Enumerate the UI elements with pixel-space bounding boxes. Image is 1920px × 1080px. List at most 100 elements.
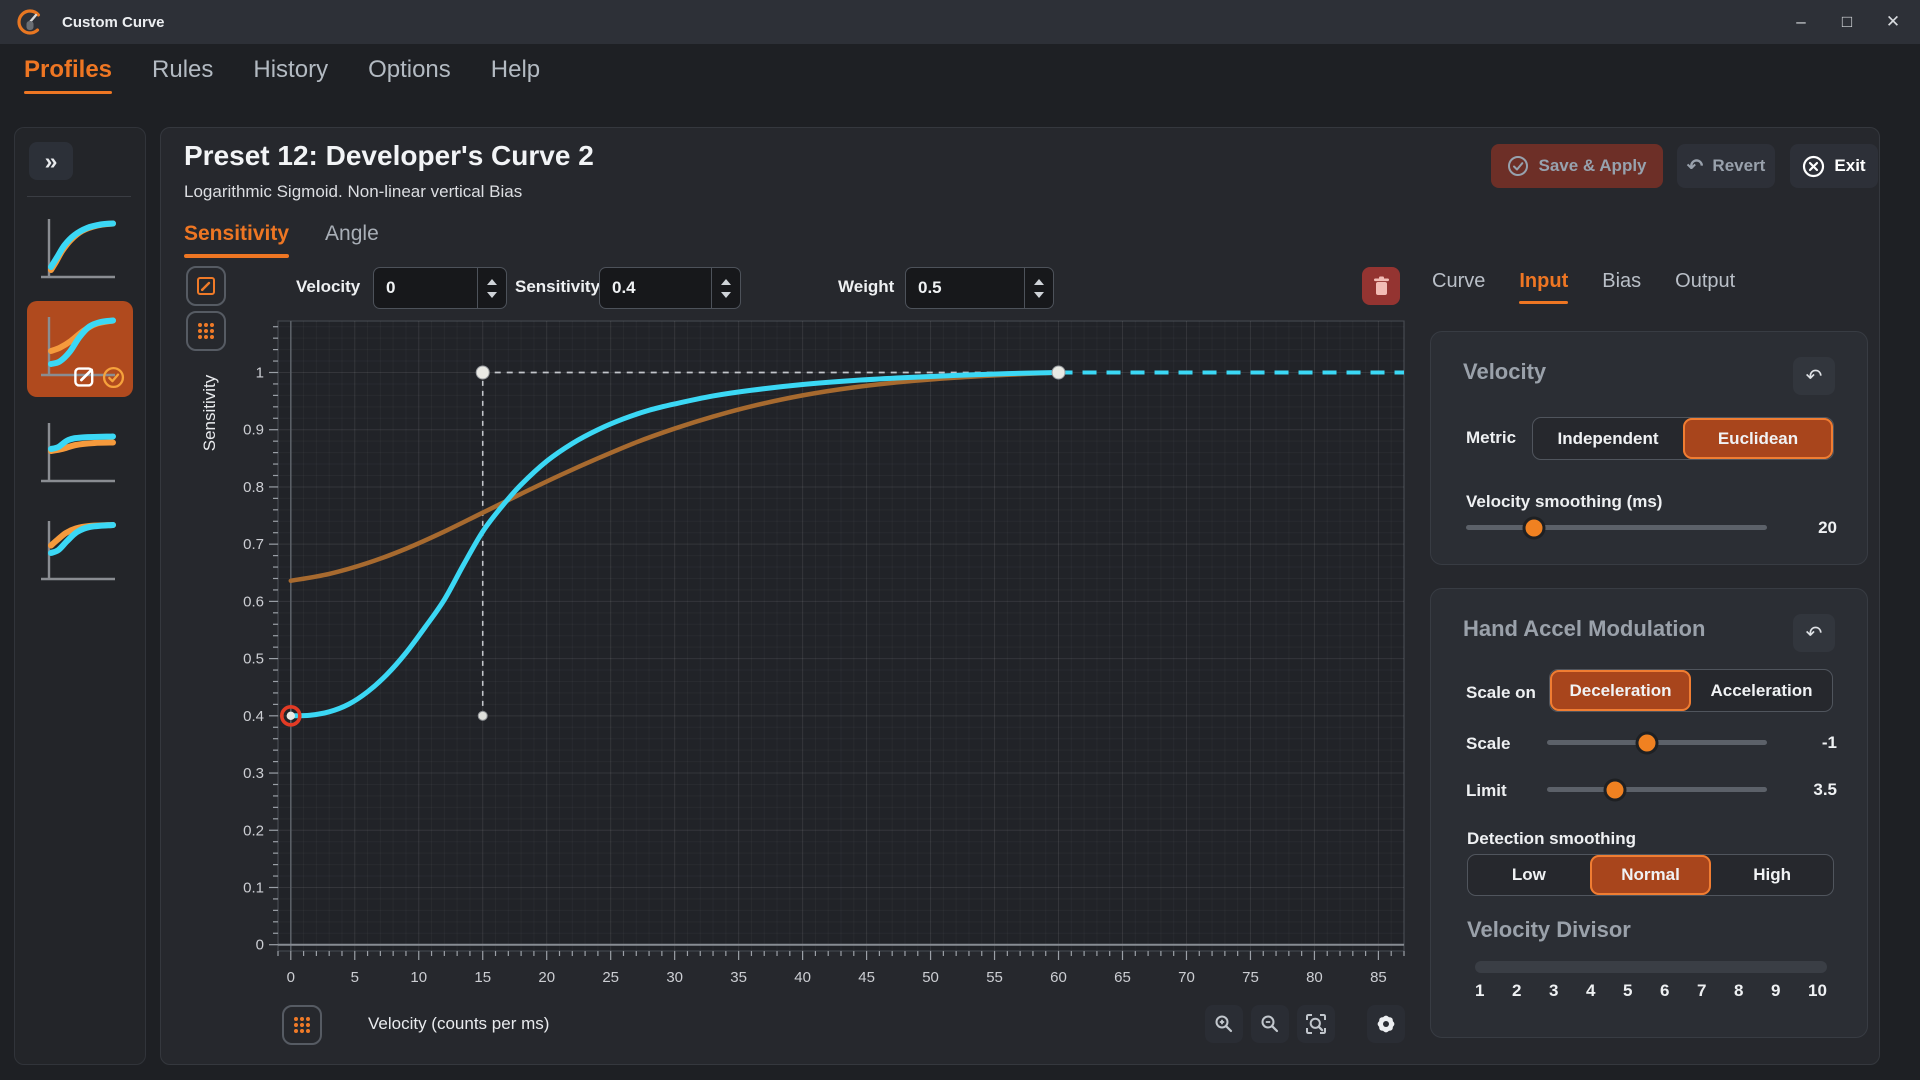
undo-icon: ↶ (1805, 364, 1823, 388)
grid-snap-tool-button[interactable] (186, 311, 226, 351)
undo-icon: ↶ (1805, 621, 1823, 645)
divisor-number-9[interactable]: 9 (1771, 981, 1781, 1000)
velocity-smoothing-value: 20 (1818, 518, 1837, 537)
slider-thumb[interactable] (1603, 778, 1627, 801)
scale-on-option-deceleration[interactable]: Deceleration (1550, 670, 1691, 711)
velocity-divisor-slider[interactable] (1475, 961, 1827, 973)
exit-button[interactable]: Exit (1790, 144, 1878, 188)
sensitivity-input[interactable] (600, 268, 711, 308)
velocity-input[interactable] (374, 268, 477, 308)
tab-curve[interactable]: Curve (1432, 270, 1486, 292)
app-logo-gauge-icon (17, 9, 43, 35)
sensitivity-field (599, 267, 741, 309)
profile-thumbnail-2-selected[interactable] (27, 301, 133, 397)
divisor-number-3[interactable]: 3 (1549, 981, 1559, 1000)
svg-text:30: 30 (666, 969, 683, 986)
edit-point-tool-button[interactable] (186, 266, 226, 306)
weight-input[interactable] (906, 268, 1024, 308)
metric-option-euclidean[interactable]: Euclidean (1683, 418, 1833, 459)
weight-spinner[interactable] (1024, 268, 1053, 308)
profile-thumbnail-4[interactable] (33, 511, 127, 595)
delete-point-button[interactable] (1362, 267, 1400, 305)
zoom-in-button[interactable] (1205, 1005, 1243, 1043)
velocity-smoothing-slider[interactable] (1466, 516, 1767, 539)
scale-slider[interactable] (1547, 731, 1767, 754)
footer-grid-toggle-button[interactable] (282, 1005, 322, 1045)
profile-thumbnail-1[interactable] (33, 209, 127, 293)
tab-output[interactable]: Output (1675, 270, 1736, 292)
velocity-field (373, 267, 507, 309)
menu-item-options[interactable]: Options (368, 56, 451, 83)
limit-slider[interactable] (1547, 778, 1767, 801)
svg-text:50: 50 (922, 969, 939, 986)
svg-text:75: 75 (1242, 969, 1259, 986)
right-panel-tabs: Curve Input Bias Output (1432, 270, 1735, 304)
divisor-number-8[interactable]: 8 (1734, 981, 1744, 1000)
preset-subtitle: Logarithmic Sigmoid. Non-linear vertical… (184, 182, 523, 201)
tab-sensitivity[interactable]: Sensitivity (184, 222, 290, 258)
svg-text:0.5: 0.5 (243, 651, 264, 668)
selected-curve-point[interactable] (279, 705, 302, 727)
detection-option-normal[interactable]: Normal (1589, 855, 1712, 895)
velocity-card-title: Velocity (1463, 359, 1547, 384)
main-menu: Profiles Rules History Options Help (24, 56, 540, 94)
divisor-number-2[interactable]: 2 (1512, 981, 1522, 1000)
velocity-smoothing-label: Velocity smoothing (ms) (1466, 492, 1663, 511)
svg-text:0.1: 0.1 (243, 879, 264, 896)
divisor-number-6[interactable]: 6 (1660, 981, 1670, 1000)
sensitivity-spinner[interactable] (711, 268, 740, 308)
hand-accel-reset-button[interactable]: ↶ (1793, 614, 1835, 652)
gear-icon (1377, 1015, 1395, 1033)
window-title: Custom Curve (62, 13, 165, 31)
maximize-button[interactable]: □ (1841, 12, 1853, 31)
slider-thumb[interactable] (1522, 516, 1546, 539)
menu-item-history[interactable]: History (253, 56, 329, 83)
profiles-sidebar: » (14, 127, 146, 1065)
curve-handle-point[interactable] (475, 365, 490, 380)
grid-dots-icon (198, 323, 214, 339)
tab-bias[interactable]: Bias (1602, 270, 1642, 292)
velocity-spinner[interactable] (477, 268, 506, 308)
sensitivity-curve-chart[interactable]: 0 5 10 15 20 25 30 35 40 45 50 55 60 65 70 75 80 85 0 0.1 0.… (216, 315, 1412, 990)
svg-text:20: 20 (538, 969, 555, 986)
sidebar-expand-button[interactable]: » (29, 142, 73, 180)
divisor-number-4[interactable]: 4 (1586, 981, 1596, 1000)
divisor-number-1[interactable]: 1 (1475, 981, 1485, 1000)
chart-settings-button[interactable] (1367, 1005, 1405, 1043)
menu-item-help[interactable]: Help (490, 56, 541, 83)
divisor-number-7[interactable]: 7 (1697, 981, 1707, 1000)
active-profile-badges (73, 365, 125, 389)
minimize-button[interactable]: – (1796, 12, 1806, 31)
velocity-reset-button[interactable]: ↶ (1793, 357, 1835, 395)
divisor-number-5[interactable]: 5 (1623, 981, 1633, 1000)
tab-input[interactable]: Input (1519, 270, 1568, 304)
zoom-out-button[interactable] (1251, 1005, 1289, 1043)
curve-handle-point[interactable] (477, 710, 488, 721)
grid-dots-icon (294, 1017, 310, 1033)
revert-label: Revert (1712, 156, 1766, 175)
save-apply-button[interactable]: Save & Apply (1491, 144, 1663, 188)
svg-text:65: 65 (1114, 969, 1131, 986)
close-button[interactable]: ✕ (1885, 12, 1901, 31)
menu-item-profiles[interactable]: Profiles (24, 56, 113, 94)
curve-handle-point[interactable] (1051, 365, 1066, 380)
revert-button[interactable]: ↶ Revert (1677, 144, 1775, 188)
tab-angle[interactable]: Angle (325, 222, 379, 245)
detection-option-high[interactable]: High (1753, 865, 1792, 884)
scale-on-option-acceleration[interactable]: Acceleration (1710, 680, 1813, 700)
zoom-fit-button[interactable] (1297, 1005, 1335, 1043)
svg-text:0.4: 0.4 (243, 708, 264, 725)
pencil-square-icon (74, 367, 94, 387)
check-circle-icon (102, 366, 125, 388)
svg-text:60: 60 (1050, 969, 1067, 986)
detection-option-low[interactable]: Low (1511, 865, 1546, 884)
svg-text:70: 70 (1178, 969, 1195, 986)
metric-option-independent[interactable]: Independent (1557, 428, 1659, 448)
divisor-number-10[interactable]: 10 (1808, 981, 1827, 1000)
detection-smoothing-segmented-control: Low Normal High (1467, 854, 1834, 896)
trash-icon (1373, 276, 1389, 295)
scale-value: -1 (1821, 733, 1837, 752)
profile-thumbnail-3[interactable] (33, 413, 127, 497)
menu-item-rules[interactable]: Rules (152, 56, 214, 83)
slider-thumb[interactable] (1635, 731, 1659, 754)
